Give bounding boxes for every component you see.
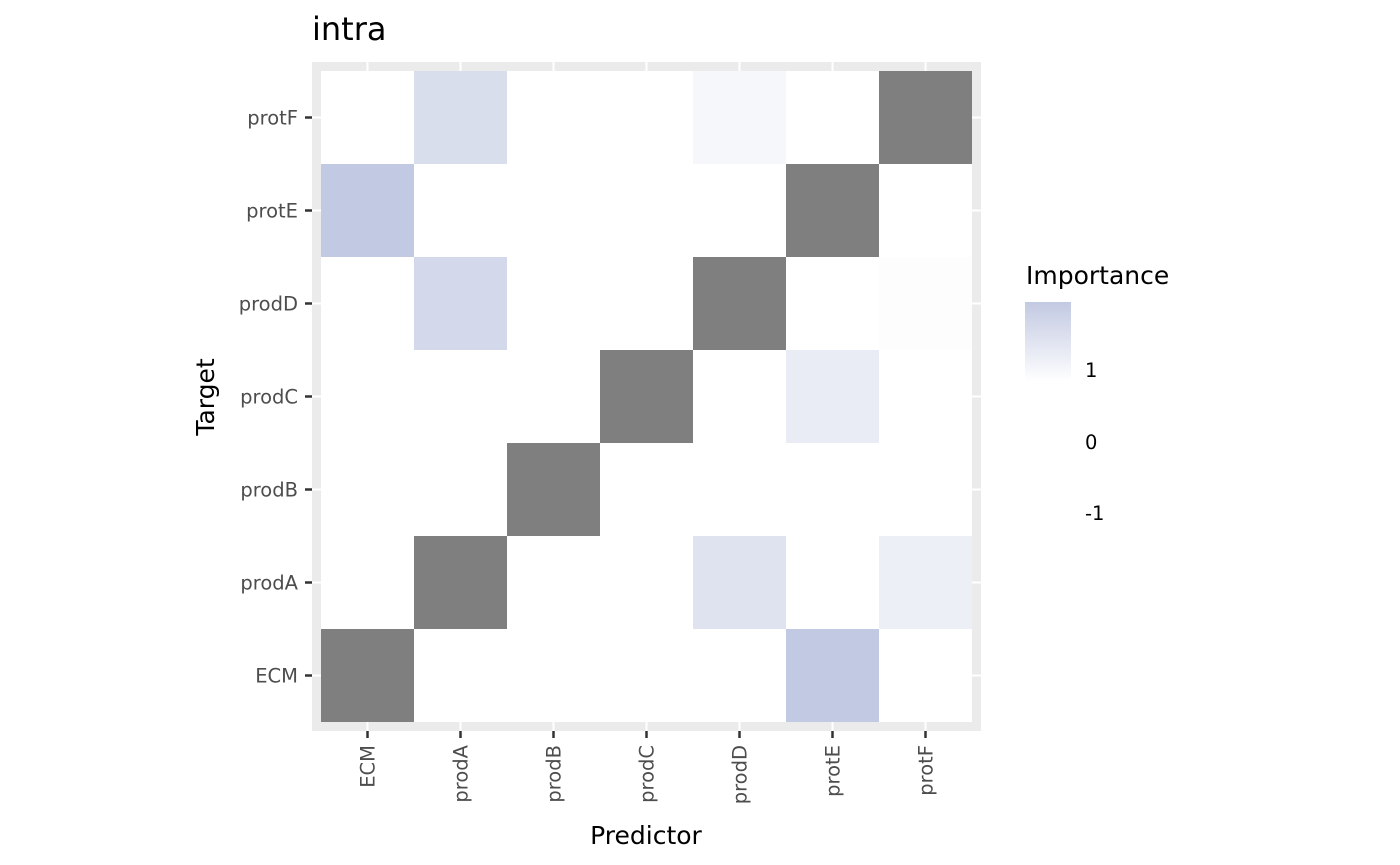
heatmap-cell: [507, 164, 600, 257]
heatmap-cell: [414, 257, 507, 350]
x-axis-title: Predictor: [590, 821, 702, 850]
heatmap-cell: [879, 350, 972, 443]
legend-label: -1: [1085, 502, 1104, 525]
x-tick-label: protE: [822, 745, 845, 797]
heatmap-cell: [321, 164, 414, 257]
heatmap-cell: [786, 536, 879, 629]
y-tick-label: prodA: [240, 572, 298, 595]
heatmap-cell: [600, 629, 693, 722]
heatmap-cell: [507, 443, 600, 536]
heatmap-cell: [321, 536, 414, 629]
x-tick-label: prodD: [729, 745, 752, 804]
heatmap-cells: [321, 71, 972, 722]
heatmap-cell: [600, 536, 693, 629]
heatmap-cell: [507, 71, 600, 164]
heatmap-cell: [693, 350, 786, 443]
heatmap-cell: [693, 629, 786, 722]
heatmap-cell: [507, 536, 600, 629]
legend-labels: 1 0 -1: [1085, 359, 1104, 525]
heatmap-cell: [414, 350, 507, 443]
y-axis-ticks: ECM prodA prodB prodC prodD protE protF: [239, 107, 312, 688]
heatmap-cell: [414, 164, 507, 257]
heatmap-cell: [693, 71, 786, 164]
x-tick-label: prodC: [636, 745, 659, 803]
y-tick-label: prodB: [240, 479, 298, 502]
heatmap-cell: [321, 71, 414, 164]
heatmap-cell: [321, 629, 414, 722]
heatmap-cell: [693, 443, 786, 536]
y-tick-label: ECM: [255, 665, 298, 688]
x-tick-label: protF: [915, 745, 938, 796]
heatmap-cell: [600, 257, 693, 350]
heatmap-cell: [507, 350, 600, 443]
heatmap-cell: [321, 443, 414, 536]
heatmap-cell: [786, 350, 879, 443]
heatmap-cell: [786, 443, 879, 536]
heatmap-cell: [507, 257, 600, 350]
heatmap-cell: [600, 443, 693, 536]
y-tick-label: prodD: [239, 293, 298, 316]
heatmap-cell: [786, 164, 879, 257]
x-tick-label: prodA: [450, 744, 473, 802]
y-tick-label: protF: [247, 107, 298, 130]
heatmap-cell: [507, 629, 600, 722]
x-tick-label: ECM: [357, 745, 380, 788]
heatmap-cell: [786, 257, 879, 350]
heatmap-cell: [786, 629, 879, 722]
y-axis-title: Target: [191, 358, 220, 437]
legend-label: 0: [1085, 431, 1097, 454]
heatmap-cell: [786, 71, 879, 164]
heatmap-cell: [600, 164, 693, 257]
heatmap-cell: [600, 71, 693, 164]
heatmap-cell: [879, 536, 972, 629]
legend-title: Importance: [1026, 261, 1169, 290]
heatmap-cell: [414, 629, 507, 722]
legend: Importance 1 0 -1: [1025, 261, 1169, 525]
heatmap-cell: [414, 536, 507, 629]
heatmap-cell: [321, 257, 414, 350]
heatmap-cell: [693, 257, 786, 350]
chart-title: intra: [312, 10, 386, 48]
heatmap-cell: [414, 443, 507, 536]
legend-colorbar: [1025, 302, 1071, 382]
heatmap-cell: [879, 257, 972, 350]
heatmap-cell: [879, 164, 972, 257]
x-tick-label: prodB: [543, 745, 566, 803]
heatmap-cell: [321, 350, 414, 443]
heatmap-cell: [879, 629, 972, 722]
legend-label: 1: [1085, 359, 1097, 382]
x-axis-ticks: ECM prodA prodB prodC prodD protE protF: [357, 731, 938, 804]
y-tick-label: prodC: [240, 386, 298, 409]
heatmap-cell: [693, 164, 786, 257]
heatmap-cell: [600, 350, 693, 443]
heatmap-cell: [414, 71, 507, 164]
heatmap-cell: [879, 443, 972, 536]
y-tick-label: protE: [246, 200, 298, 223]
heatmap-cell: [693, 536, 786, 629]
heatmap-cell: [879, 71, 972, 164]
